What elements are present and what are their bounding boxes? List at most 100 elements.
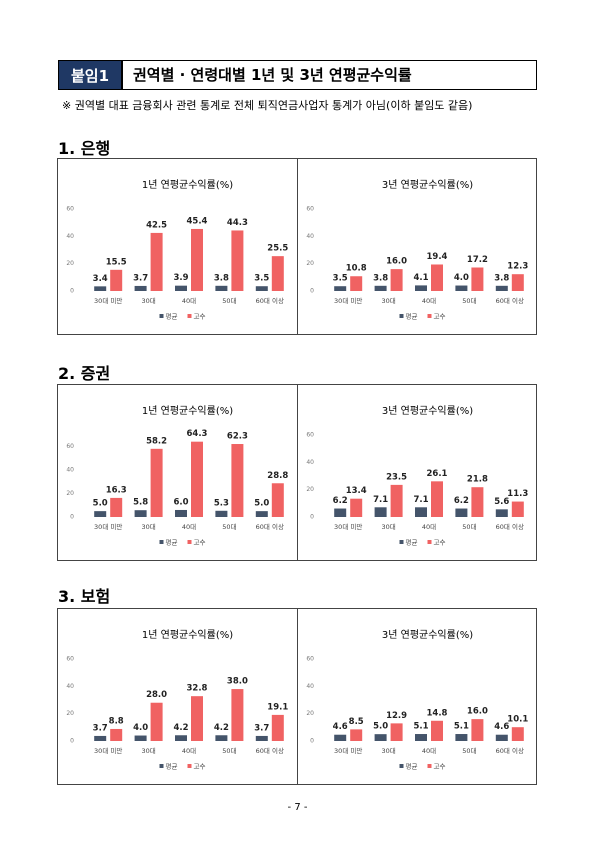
legend-swatch <box>159 764 164 768</box>
bar <box>231 689 244 741</box>
data-label: 58.2 <box>146 436 167 446</box>
x-tick-label: 60대 이상 <box>496 522 524 531</box>
bar <box>231 444 244 517</box>
y-tick-label: 40 <box>306 683 314 690</box>
bar <box>215 735 228 741</box>
data-label: 11.3 <box>507 489 528 499</box>
data-label: 6.0 <box>173 497 188 507</box>
bar <box>134 285 147 291</box>
data-label: 4.2 <box>173 723 188 733</box>
data-label: 4.0 <box>133 723 148 733</box>
section-heading: 1. 은행 <box>58 139 111 158</box>
data-label: 64.3 <box>187 429 208 439</box>
data-label: 5.1 <box>413 722 428 732</box>
note: ※ 권역별 대표 금융회사 관련 통계로 전체 퇴직연금사업자 통계가 아님(이… <box>62 99 473 112</box>
bar <box>415 507 427 517</box>
y-tick-label: 60 <box>66 443 74 450</box>
y-tick-label: 20 <box>66 260 74 267</box>
x-tick-label: 30대 <box>141 523 155 531</box>
data-label: 7.1 <box>413 495 428 505</box>
bar <box>271 256 284 291</box>
data-label: 25.5 <box>267 244 288 254</box>
bar <box>374 734 387 741</box>
legend-label: 고수 <box>434 539 446 547</box>
legend-label: 평균 <box>406 312 418 321</box>
legend-label: 고수 <box>194 313 206 321</box>
data-label: 4.2 <box>214 723 229 733</box>
bar <box>255 286 268 291</box>
bar <box>175 285 187 291</box>
y-tick-label: 40 <box>306 233 314 240</box>
bar <box>255 735 268 741</box>
y-tick-label: 40 <box>66 683 74 690</box>
data-label: 13.4 <box>346 486 367 496</box>
x-tick-label: 50대 <box>462 747 476 755</box>
data-label: 7.1 <box>373 495 388 505</box>
data-label: 19.4 <box>427 252 448 262</box>
bar <box>110 269 123 291</box>
bar <box>334 508 347 517</box>
data-label: 28.8 <box>267 471 288 481</box>
x-tick-label: 50대 <box>462 523 476 531</box>
bar <box>94 286 107 291</box>
bar <box>455 285 468 291</box>
bar <box>231 230 244 291</box>
chart-title: 1년 연평균수익률(%) <box>142 629 233 641</box>
bar <box>350 276 363 291</box>
data-label: 12.9 <box>386 711 407 721</box>
data-label: 3.5 <box>254 274 269 284</box>
x-tick-label: 50대 <box>222 297 236 305</box>
bar <box>215 510 228 517</box>
y-tick-label: 20 <box>306 486 314 493</box>
y-tick-label: 20 <box>66 490 74 497</box>
legend-swatch <box>187 540 192 544</box>
data-label: 5.8 <box>133 498 148 508</box>
legend-swatch <box>399 540 404 544</box>
data-label: 15.5 <box>106 257 127 267</box>
bar <box>94 511 107 517</box>
chart-box: 1년 연평균수익률(%) 0 20 40 60 30대 미만 3.4 15.5 30대 3.7 42… <box>57 158 537 335</box>
bar <box>374 507 387 517</box>
legend-swatch <box>159 314 164 318</box>
data-label: 8.5 <box>349 717 364 727</box>
page-number: - 7 - <box>287 802 308 813</box>
bar <box>350 729 363 741</box>
x-tick-label: 30대 <box>141 297 155 305</box>
data-label: 16.0 <box>467 707 488 717</box>
bar <box>455 508 468 517</box>
legend-label: 고수 <box>434 313 446 321</box>
bar <box>495 734 508 741</box>
legend-label: 평균 <box>166 312 178 321</box>
bar <box>511 501 524 517</box>
data-label: 16.3 <box>106 485 127 495</box>
bar <box>390 484 403 517</box>
y-tick-label: 40 <box>306 459 314 466</box>
x-tick-label: 40대 <box>422 523 436 531</box>
data-label: 17.2 <box>467 255 488 265</box>
bar <box>495 509 508 517</box>
data-label: 4.0 <box>454 273 469 283</box>
bar <box>455 734 468 741</box>
y-tick-label: 0 <box>310 514 314 521</box>
data-label: 23.5 <box>386 472 407 482</box>
chart-title: 1년 연평균수익률(%) <box>142 179 233 191</box>
data-label: 3.5 <box>333 274 348 284</box>
chart: 1년 연평균수익률(%) 0 20 40 60 30대 미만 3.4 15.5 30대 3.7 42… <box>66 179 288 321</box>
bar <box>150 448 163 517</box>
data-label: 42.5 <box>146 220 167 230</box>
y-tick-label: 60 <box>306 432 314 439</box>
chart-box: 1년 연평균수익률(%) 0 20 40 60 30대 미만 5.0 16.3 30대 5.8 58… <box>57 384 537 561</box>
data-label: 3.8 <box>373 273 388 283</box>
y-tick-label: 20 <box>306 260 314 267</box>
legend-label: 평균 <box>406 538 418 547</box>
x-tick-label: 30대 미만 <box>94 746 122 755</box>
chart-title: 3년 연평균수익률(%) <box>382 179 473 191</box>
y-tick-label: 0 <box>310 288 314 295</box>
x-tick-label: 60대 이상 <box>496 296 524 305</box>
legend-swatch <box>399 314 404 318</box>
x-tick-label: 30대 <box>381 297 395 305</box>
bar <box>150 702 163 741</box>
bar <box>110 728 123 741</box>
